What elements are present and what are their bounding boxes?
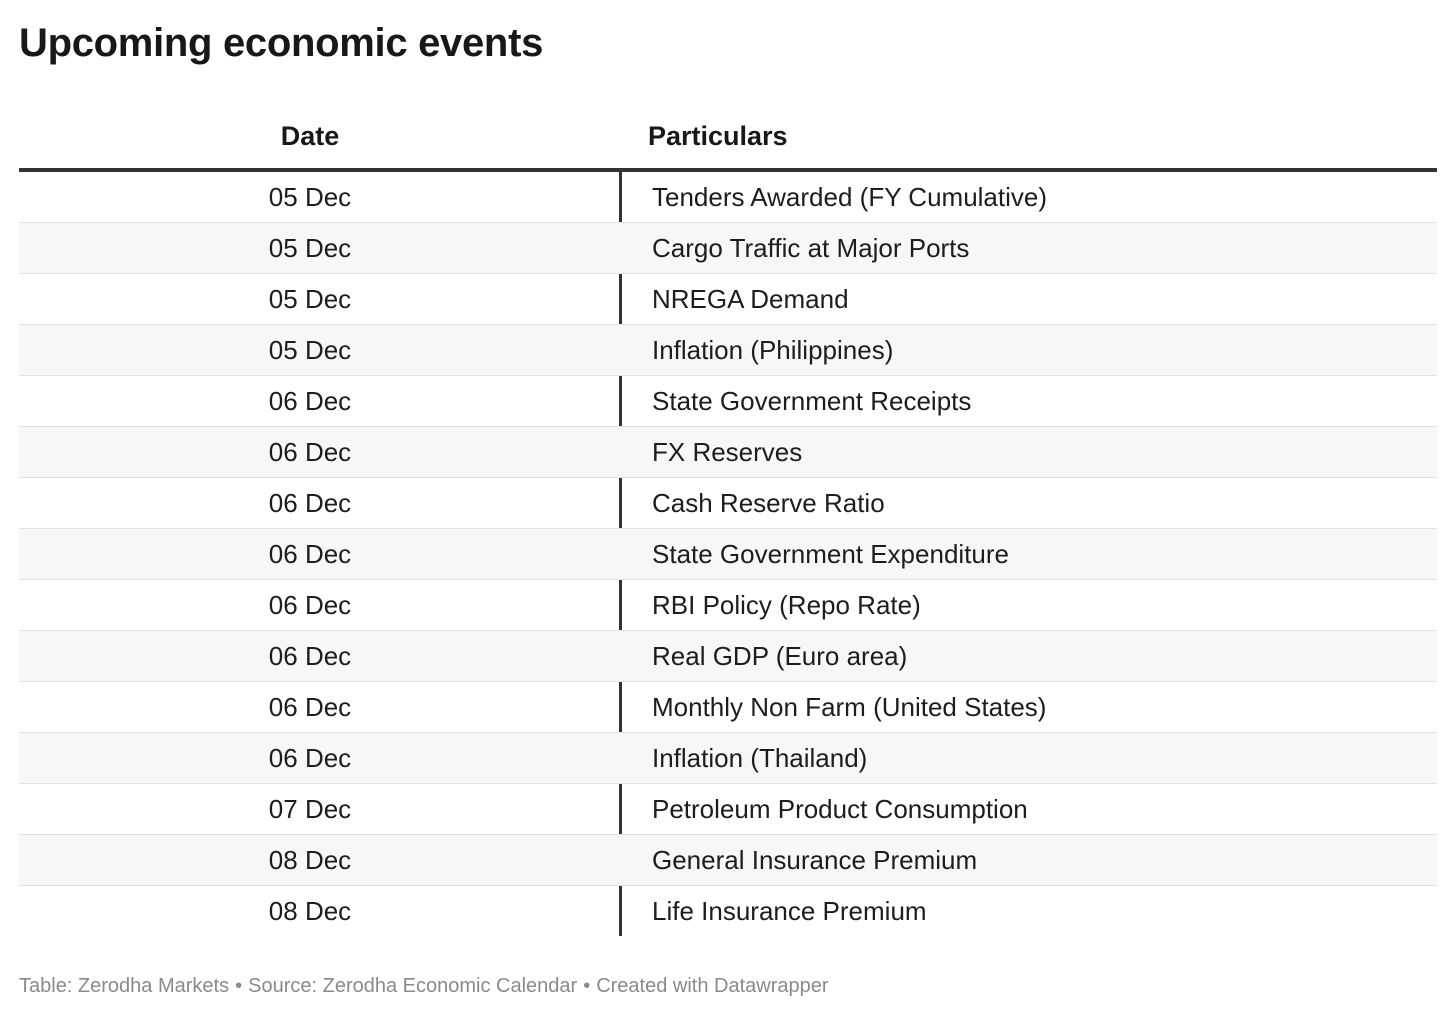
table-row: 06 Dec Real GDP (Euro area) (19, 631, 1437, 682)
footer-separator: • (235, 975, 243, 997)
events-table: Date Particulars 05 Dec Tenders Awarded (… (19, 108, 1437, 936)
table-row: 06 Dec State Government Receipts (19, 376, 1437, 427)
date-cell: 06 Dec (268, 539, 352, 569)
date-cell: 05 Dec (268, 233, 352, 263)
source-credit: Source: Zerodha Economic Calendar (248, 975, 578, 997)
date-cell: 08 Dec (268, 845, 352, 875)
footer-separator: • (583, 975, 591, 997)
date-cell: 06 Dec (268, 692, 352, 722)
particulars-cell: Petroleum Product Consumption (652, 794, 1028, 824)
particulars-cell: Inflation (Philippines) (652, 335, 894, 365)
table-row: 06 Dec RBI Policy (Repo Rate) (19, 580, 1437, 631)
particulars-cell: Tenders Awarded (FY Cumulative) (652, 182, 1048, 212)
table-row: 06 Dec State Government Expenditure (19, 529, 1437, 580)
particulars-cell: State Government Expenditure (652, 539, 1009, 569)
date-cell: 06 Dec (268, 437, 352, 467)
table-row: 06 Dec Cash Reserve Ratio (19, 478, 1437, 529)
date-cell: 06 Dec (268, 743, 352, 773)
particulars-cell: Life Insurance Premium (652, 896, 927, 926)
table-row: 05 Dec Inflation (Philippines) (19, 325, 1437, 376)
date-cell: 06 Dec (268, 641, 352, 671)
table-row: 05 Dec NREGA Demand (19, 274, 1437, 325)
date-cell: 06 Dec (268, 386, 352, 416)
table-body: 05 Dec Tenders Awarded (FY Cumulative) 05 … (19, 172, 1437, 936)
column-header-date[interactable]: Date (280, 121, 340, 151)
particulars-cell: Inflation (Thailand) (652, 743, 868, 773)
particulars-cell: Monthly Non Farm (United States) (652, 692, 1047, 722)
table-row: 06 Dec Inflation (Thailand) (19, 733, 1437, 784)
column-header-particulars[interactable]: Particulars (648, 121, 788, 151)
table-row: 08 Dec Life Insurance Premium (19, 886, 1437, 936)
table-row: 07 Dec Petroleum Product Consumption (19, 784, 1437, 835)
particulars-cell: Real GDP (Euro area) (652, 641, 908, 671)
date-cell: 07 Dec (268, 794, 352, 824)
table-row: 08 Dec General Insurance Premium (19, 835, 1437, 886)
particulars-cell: RBI Policy (Repo Rate) (652, 590, 921, 620)
particulars-cell: Cargo Traffic at Major Ports (652, 233, 970, 263)
particulars-cell: Cash Reserve Ratio (652, 488, 885, 518)
table-row: 05 Dec Cargo Traffic at Major Ports (19, 223, 1437, 274)
date-cell: 05 Dec (268, 182, 352, 212)
date-cell: 05 Dec (268, 335, 352, 365)
particulars-cell: NREGA Demand (652, 284, 849, 314)
table-header: Date Particulars (19, 108, 1437, 172)
table-row: 05 Dec Tenders Awarded (FY Cumulative) (19, 172, 1437, 223)
date-cell: 06 Dec (268, 488, 352, 518)
date-cell: 08 Dec (268, 896, 352, 926)
particulars-cell: State Government Receipts (652, 386, 972, 416)
chart-title: Upcoming economic events (19, 21, 544, 65)
table-credit: Table: Zerodha Markets (19, 975, 230, 997)
chart-footer: Table: Zerodha Markets • Source: Zerodha E… (19, 972, 829, 1000)
date-cell: 06 Dec (268, 590, 352, 620)
datawrapper-credit: Created with Datawrapper (596, 975, 829, 997)
table-row: 06 Dec FX Reserves (19, 427, 1437, 478)
table-row: 06 Dec Monthly Non Farm (United States) (19, 682, 1437, 733)
date-cell: 05 Dec (268, 284, 352, 314)
particulars-cell: FX Reserves (652, 437, 803, 467)
particulars-cell: General Insurance Premium (652, 845, 978, 875)
